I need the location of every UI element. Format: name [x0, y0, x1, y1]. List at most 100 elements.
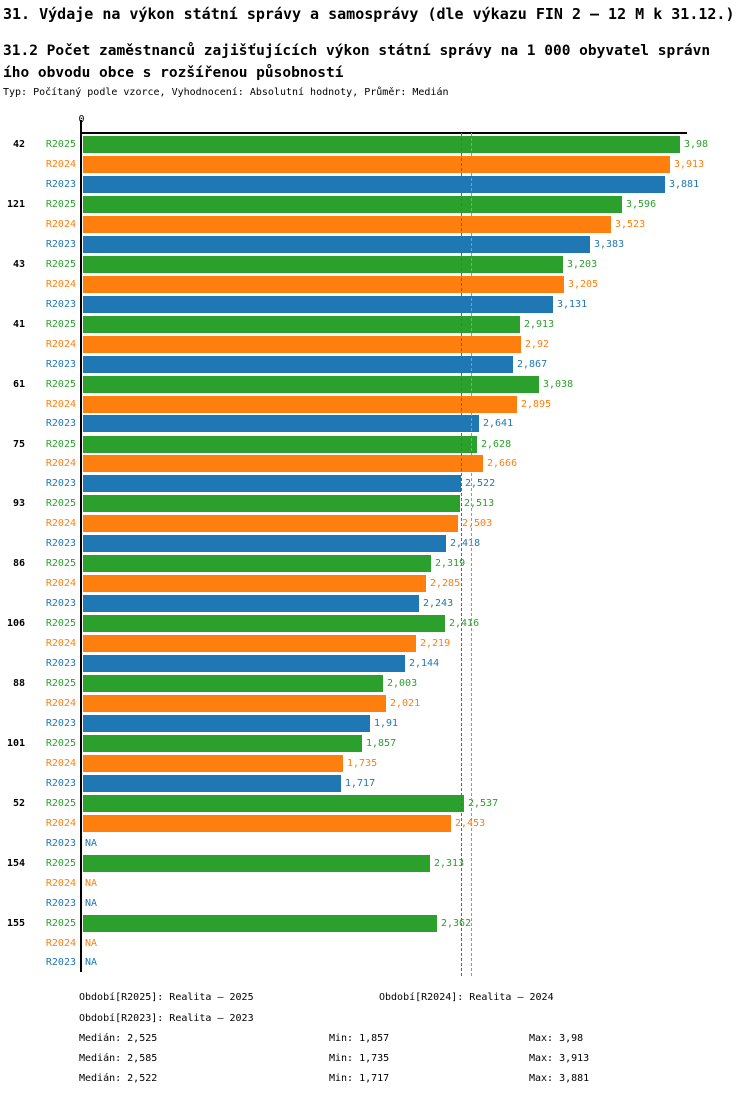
median-r2023: Medián: 2,522: [79, 1073, 158, 1084]
median-r2024: Medián: 2,585: [79, 1053, 158, 1064]
max-r2025: Max: 3,98: [529, 1033, 584, 1044]
group-label: 101: [6, 738, 25, 749]
series-row-label: R2025: [45, 738, 76, 749]
series-row-label: R2024: [45, 159, 76, 170]
value-bar: [83, 695, 386, 712]
group-label: 43: [12, 259, 25, 270]
value-label: 3,131: [557, 299, 588, 310]
group-label: 41: [12, 319, 25, 330]
median-line-r2023: [461, 133, 462, 976]
na-label: NA: [85, 957, 98, 968]
series-row-label: R2023: [45, 957, 76, 968]
legend-item-r2023: Období[R2023]: Realita – 2023: [79, 1013, 254, 1024]
median-line-r2024: [471, 133, 472, 976]
value-label: 2,92: [525, 339, 550, 350]
value-bar: [83, 715, 370, 732]
value-bar: [83, 635, 416, 652]
series-row-label: R2023: [45, 299, 76, 310]
value-label: 1,735: [347, 758, 378, 769]
value-label: 2,503: [462, 518, 493, 529]
value-bar: [83, 236, 590, 253]
value-label: 2,003: [387, 678, 418, 689]
value-bar: [83, 595, 419, 612]
value-bar: [83, 256, 563, 273]
series-row-label: R2025: [45, 259, 76, 270]
series-row-label: R2024: [45, 878, 76, 889]
value-label: 3,038: [543, 379, 574, 390]
value-label: 3,913: [674, 159, 705, 170]
max-r2024: Max: 3,913: [529, 1053, 590, 1064]
group-label: 121: [6, 199, 25, 210]
series-row-label: R2025: [45, 918, 76, 929]
series-row-label: R2024: [45, 339, 76, 350]
series-row-label: R2023: [45, 898, 76, 909]
series-row-label: R2024: [45, 938, 76, 949]
series-row-label: R2025: [45, 858, 76, 869]
report-title: 31. Výdaje na výkon státní správy a samo…: [3, 5, 735, 23]
value-bar: [83, 735, 362, 752]
legend-item-r2024: Období[R2024]: Realita – 2024: [379, 992, 554, 1003]
value-bar: [83, 855, 430, 872]
series-row-label: R2023: [45, 478, 76, 489]
value-bar: [83, 396, 517, 413]
value-label: 2,021: [390, 698, 421, 709]
na-label: NA: [85, 878, 98, 889]
value-bar: [83, 276, 564, 293]
x-axis-line: [80, 132, 687, 134]
value-label: 2,867: [517, 359, 548, 370]
value-label: 2,243: [423, 598, 454, 609]
value-bar: [83, 136, 680, 153]
min-r2023: Min: 1,717: [329, 1073, 390, 1084]
value-label: 2,313: [434, 858, 465, 869]
value-bar: [83, 515, 458, 532]
series-row-label: R2024: [45, 518, 76, 529]
value-label: 3,98: [684, 139, 709, 150]
max-r2023: Max: 3,881: [529, 1073, 590, 1084]
series-row-label: R2023: [45, 239, 76, 250]
value-bar: [83, 755, 343, 772]
value-label: 2,641: [483, 418, 514, 429]
indicator-subtitle-line2: ího obvodu obce s rozšířenou působností: [3, 65, 344, 81]
series-row-label: R2023: [45, 778, 76, 789]
group-label: 86: [12, 558, 25, 569]
value-label: 3,596: [626, 199, 657, 210]
value-bar: [83, 475, 461, 492]
grouped-bar-chart: 0 42 R2025 3,98 R2024 3,913 R2023 3,881 121 R202…: [6, 114, 709, 976]
value-bar: [83, 436, 477, 453]
series-row-label: R2025: [45, 319, 76, 330]
series-row-label: R2023: [45, 418, 76, 429]
value-label: 2,895: [521, 399, 552, 410]
series-row-label: R2024: [45, 638, 76, 649]
min-r2025: Min: 1,857: [329, 1033, 390, 1044]
value-bar: [83, 196, 622, 213]
series-row-label: R2023: [45, 598, 76, 609]
value-bar: [83, 675, 383, 692]
group-label: 155: [6, 918, 25, 929]
value-bar: [83, 336, 521, 353]
group-label: 88: [12, 678, 25, 689]
series-row-label: R2025: [45, 439, 76, 450]
value-bar: [83, 356, 513, 373]
x-axis-zero-label: 0: [75, 114, 88, 125]
series-row-label: R2025: [45, 798, 76, 809]
series-row-label: R2024: [45, 698, 76, 709]
value-bar: [83, 915, 437, 932]
value-bar: [83, 176, 665, 193]
value-bar: [83, 296, 553, 313]
value-label: 2,285: [430, 578, 461, 589]
value-label: 3,523: [615, 219, 646, 230]
value-bar: [83, 415, 479, 432]
value-bar: [83, 775, 341, 792]
group-label: 61: [12, 379, 25, 390]
group-label: 52: [12, 798, 25, 809]
value-label: 2,913: [524, 319, 555, 330]
value-label: 1,857: [366, 738, 397, 749]
value-bar: [83, 316, 520, 333]
value-label: 3,203: [567, 259, 598, 270]
legend-item-r2025: Období[R2025]: Realita – 2025: [79, 992, 254, 1003]
value-bar: [83, 615, 445, 632]
series-row-label: R2025: [45, 199, 76, 210]
group-label: 93: [12, 498, 25, 509]
series-row-label: R2025: [45, 498, 76, 509]
series-row-label: R2024: [45, 758, 76, 769]
